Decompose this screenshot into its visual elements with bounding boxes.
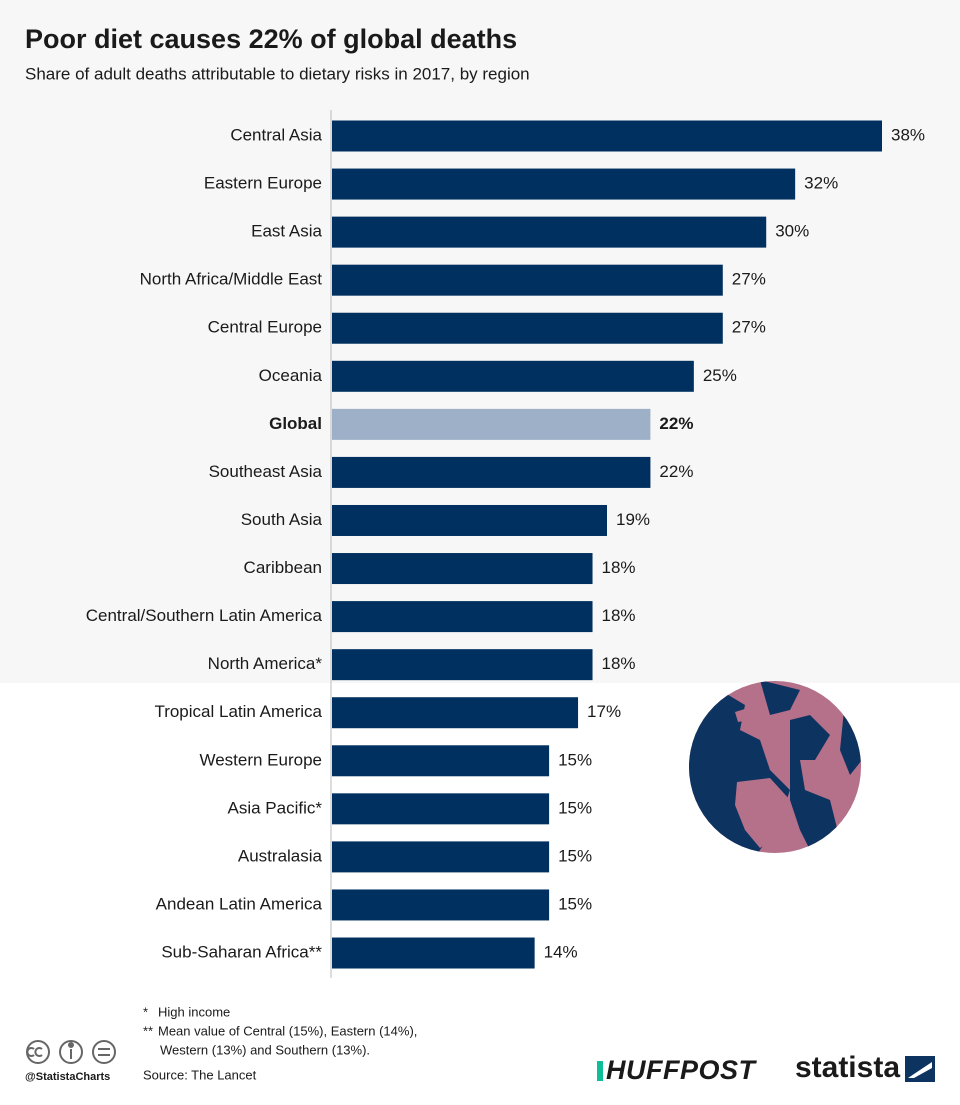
category-label: Western Europe (199, 750, 322, 769)
bar (332, 649, 593, 681)
bar (332, 697, 579, 729)
category-label: East Asia (251, 222, 322, 241)
bar (332, 889, 550, 921)
bar (332, 601, 593, 633)
statista-mark-stripe (908, 1062, 932, 1078)
category-label: Central Europe (208, 318, 322, 337)
value-label: 25% (703, 366, 737, 385)
footnote-text: High income (158, 1004, 230, 1019)
value-label: 38% (891, 125, 925, 144)
statista-mark (905, 1056, 935, 1082)
source: Source: The Lancet (143, 1067, 257, 1082)
value-label: 15% (558, 750, 592, 769)
category-label: Oceania (259, 366, 323, 385)
bar (332, 312, 723, 344)
bar (332, 360, 694, 392)
value-label: 18% (602, 654, 636, 673)
credit: @StatistaCharts (25, 1071, 110, 1083)
category-label: North America* (208, 654, 323, 673)
category-label: Andean Latin America (156, 894, 323, 913)
bar (332, 264, 723, 296)
footnote-text: Western (13%) and Southern (13%). (160, 1042, 370, 1057)
globe (689, 681, 861, 853)
category-label: Australasia (238, 846, 323, 865)
bar (332, 120, 882, 152)
category-label: Central Asia (230, 125, 322, 144)
value-label: 27% (732, 270, 766, 289)
value-label: 15% (558, 846, 592, 865)
huffpost-mark (597, 1061, 603, 1081)
value-label: 18% (602, 606, 636, 625)
value-label: 32% (804, 174, 838, 193)
cc-icons (26, 1040, 116, 1064)
category-label: Tropical Latin America (154, 702, 322, 721)
bar (332, 456, 651, 488)
value-label: 27% (732, 318, 766, 337)
category-label: South Asia (241, 510, 323, 529)
bar (332, 937, 535, 969)
huffpost-logo: HUFFPOST (606, 1055, 758, 1085)
value-label: 18% (602, 558, 636, 577)
category-label: North Africa/Middle East (140, 270, 323, 289)
category-label: Asia Pacific* (228, 798, 323, 817)
footnote-mark: ** (143, 1023, 153, 1038)
value-label: 22% (659, 462, 693, 481)
category-label: Caribbean (244, 558, 322, 577)
footnote-mark: * (143, 1004, 148, 1019)
value-label: 17% (587, 702, 621, 721)
bar (332, 168, 796, 200)
value-label: 19% (616, 510, 650, 529)
footnote-text: Mean value of Central (15%), Eastern (14… (158, 1023, 417, 1038)
value-label: 15% (558, 798, 592, 817)
category-label: Eastern Europe (204, 174, 322, 193)
chart-subtitle: Share of adult deaths attributable to di… (25, 64, 530, 83)
bar (332, 216, 767, 248)
category-label: Central/Southern Latin America (86, 606, 323, 625)
value-label: 15% (558, 894, 592, 913)
category-label: Global (269, 414, 322, 433)
bar (332, 504, 607, 536)
bar (332, 793, 550, 825)
statista-logo: statista (795, 1051, 900, 1084)
chart-title: Poor diet causes 22% of global deaths (25, 24, 517, 54)
value-label: 30% (775, 222, 809, 241)
value-label: 22% (659, 414, 693, 433)
bar (332, 745, 550, 777)
value-label: 14% (544, 943, 578, 962)
category-label: Sub-Saharan Africa** (161, 943, 322, 962)
category-label: Southeast Asia (209, 462, 323, 481)
bar (332, 408, 651, 440)
bar (332, 841, 550, 873)
bar (332, 553, 593, 585)
